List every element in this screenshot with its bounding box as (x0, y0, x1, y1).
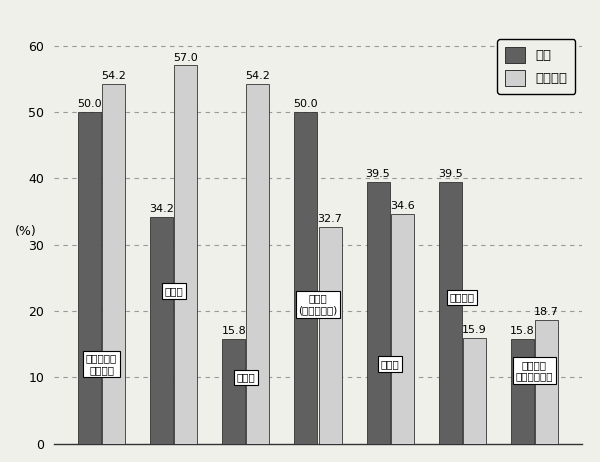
Text: 時　間: 時 間 (164, 286, 183, 296)
Text: 面会者の
ワクチン接種: 面会者の ワクチン接種 (515, 360, 553, 381)
Legend: 病院, 介護施設: 病院, 介護施設 (497, 39, 575, 94)
Text: 50.0: 50.0 (77, 99, 102, 109)
Bar (150, 217, 173, 444)
Text: 34.2: 34.2 (149, 204, 174, 214)
Bar (102, 84, 125, 444)
Text: 32.7: 32.7 (317, 214, 343, 224)
Text: 15.8: 15.8 (510, 326, 535, 336)
Bar (439, 182, 462, 444)
Text: 54.2: 54.2 (245, 72, 271, 81)
Text: 人　数: 人 数 (381, 359, 400, 369)
Text: 50.0: 50.0 (293, 99, 318, 109)
Bar (367, 182, 389, 444)
Bar (391, 214, 414, 444)
Text: 54.2: 54.2 (101, 72, 126, 81)
Text: 39.5: 39.5 (365, 169, 391, 179)
Text: 原則禁止: 原則禁止 (450, 292, 475, 303)
Text: 場　所: 場 所 (236, 372, 255, 382)
Text: 15.9: 15.9 (462, 325, 487, 335)
Bar (319, 227, 341, 444)
Text: 57.0: 57.0 (173, 53, 198, 63)
Text: 15.8: 15.8 (221, 326, 246, 336)
Text: 39.5: 39.5 (438, 169, 463, 179)
Text: オンライン
での面会: オンライン での面会 (86, 353, 117, 375)
Text: 18.7: 18.7 (534, 307, 559, 317)
Bar (463, 338, 486, 444)
Bar (511, 339, 534, 444)
Text: 対象者
(家族のみ等): 対象者 (家族のみ等) (298, 293, 338, 315)
Bar (247, 84, 269, 444)
Y-axis label: (%): (%) (14, 225, 37, 238)
Bar (222, 339, 245, 444)
Bar (295, 112, 317, 444)
Bar (174, 66, 197, 444)
Text: 34.6: 34.6 (390, 201, 415, 212)
Bar (78, 112, 101, 444)
Bar (535, 320, 558, 444)
